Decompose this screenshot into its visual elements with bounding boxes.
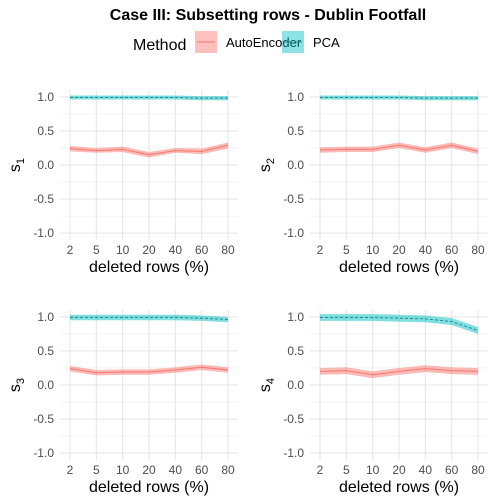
y-axis-label: s4 (257, 378, 277, 392)
y-tick-label: 1.0 (37, 90, 54, 104)
y-axis-label-main: s (257, 384, 274, 392)
y-tick-label: 0.5 (287, 124, 304, 138)
x-tick-label: 20 (142, 243, 156, 257)
x-axis-label: deleted rows (%) (339, 479, 459, 496)
y-tick-label: 0.0 (287, 158, 304, 172)
x-tick-label: 5 (93, 463, 100, 477)
y-tick-label: 0.0 (287, 378, 304, 392)
x-tick-label: 80 (471, 463, 485, 477)
y-axis-label-main: s (7, 384, 24, 392)
y-tick-label: 1.0 (37, 310, 54, 324)
y-tick-label: -0.5 (33, 412, 54, 426)
panel-s1: 1.0 0.5 0.0 -0.5 -1.0 2 5 10 20 40 60 80 deleted row… (7, 90, 238, 276)
y-axis-label-sub: 3 (15, 378, 27, 384)
figure-title: Case III: Subsetting rows - Dublin Footf… (110, 7, 426, 24)
y-tick-label: -1.0 (33, 446, 54, 460)
y-axis-label-sub: 1 (15, 158, 27, 164)
y-tick-label: 0.5 (287, 344, 304, 358)
legend-label: PCA (313, 35, 340, 50)
confidence-ribbon (70, 95, 228, 100)
y-tick-label: 0.0 (37, 158, 54, 172)
panel-s4: 1.0 0.5 0.0 -0.5 -1.0 2 5 10 20 40 60 80 deleted row… (257, 310, 488, 496)
x-tick-label: 20 (392, 463, 406, 477)
x-tick-label: 60 (195, 463, 209, 477)
y-axis-label-sub: 2 (265, 158, 277, 164)
x-tick-label: 10 (116, 243, 130, 257)
x-tick-label: 2 (317, 243, 324, 257)
x-axis-label: deleted rows (%) (339, 259, 459, 276)
y-axis-label: s1 (7, 158, 27, 172)
x-tick-label: 10 (116, 463, 130, 477)
y-tick-label: 0.5 (37, 344, 54, 358)
x-tick-label: 80 (221, 463, 235, 477)
y-axis-label: s2 (257, 158, 277, 172)
y-tick-label: 0.0 (37, 378, 54, 392)
x-tick-label: 40 (419, 463, 433, 477)
x-axis-label: deleted rows (%) (89, 479, 209, 496)
x-tick-label: 60 (195, 243, 209, 257)
x-tick-label: 5 (343, 463, 350, 477)
y-tick-label: -1.0 (33, 226, 54, 240)
y-axis-label-main: s (7, 164, 24, 172)
y-axis-label-main: s (257, 164, 274, 172)
panel-s3: 1.0 0.5 0.0 -0.5 -1.0 2 5 10 20 40 60 80 deleted row… (7, 310, 238, 496)
x-tick-label: 20 (142, 463, 156, 477)
x-tick-label: 2 (67, 463, 74, 477)
x-tick-label: 80 (471, 243, 485, 257)
series-pca (70, 95, 228, 100)
y-tick-label: -0.5 (33, 192, 54, 206)
y-axis-label-sub: 4 (265, 378, 277, 384)
series-pca (320, 95, 478, 100)
x-tick-label: 80 (221, 243, 235, 257)
y-tick-label: -1.0 (283, 226, 304, 240)
x-tick-label: 20 (392, 243, 406, 257)
y-tick-label: -1.0 (283, 446, 304, 460)
x-tick-label: 60 (445, 463, 459, 477)
y-tick-label: -0.5 (283, 412, 304, 426)
legend-entry-pca: PCA (282, 31, 340, 53)
panel-s2: 1.0 0.5 0.0 -0.5 -1.0 2 5 10 20 40 60 80 deleted row… (257, 90, 488, 276)
confidence-ribbon (320, 95, 478, 100)
x-tick-label: 5 (343, 243, 350, 257)
legend-title: Method (133, 37, 186, 54)
x-tick-label: 2 (67, 243, 74, 257)
y-tick-label: -0.5 (283, 192, 304, 206)
x-tick-label: 5 (93, 243, 100, 257)
legend: Method AutoEncoder PCA (133, 31, 340, 54)
y-tick-label: 1.0 (287, 310, 304, 324)
x-tick-label: 10 (366, 243, 380, 257)
y-axis-label: s3 (7, 378, 27, 392)
panels: 1.0 0.5 0.0 -0.5 -1.0 2 5 10 20 40 60 80 deleted row… (7, 90, 488, 496)
y-tick-label: 1.0 (287, 90, 304, 104)
x-tick-label: 40 (169, 463, 183, 477)
x-tick-label: 10 (366, 463, 380, 477)
x-tick-label: 2 (317, 463, 324, 477)
y-tick-label: 0.5 (37, 124, 54, 138)
x-tick-label: 40 (419, 243, 433, 257)
x-tick-label: 40 (169, 243, 183, 257)
x-axis-label: deleted rows (%) (89, 259, 209, 276)
x-tick-label: 60 (445, 243, 459, 257)
